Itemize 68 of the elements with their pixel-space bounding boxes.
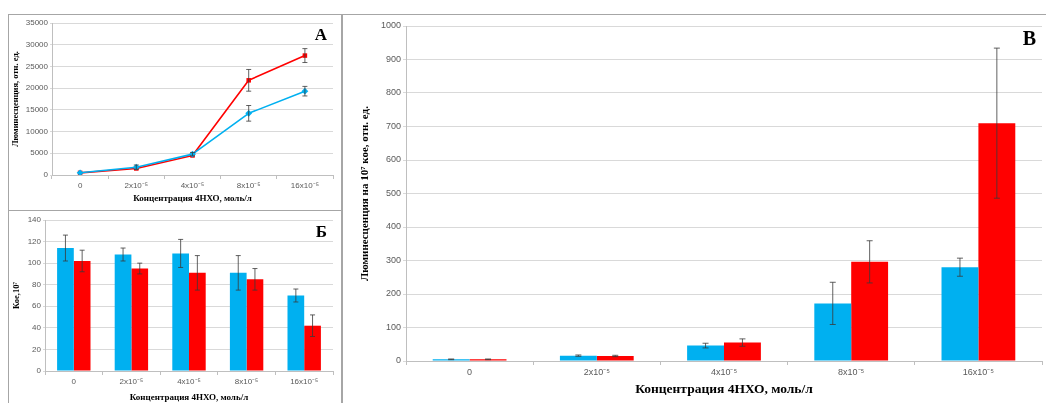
- y-tick-label: 30000: [25, 39, 49, 49]
- y-tick-label: 15000: [25, 105, 49, 115]
- y-tick-label: 120: [27, 236, 42, 246]
- bar: [596, 355, 634, 361]
- x-axis-title: Концентрация 4НХО, моль/л: [635, 381, 814, 397]
- x-tick-label: 8x10⁻⁵: [838, 366, 865, 377]
- bar: [114, 254, 132, 371]
- bar: [724, 342, 761, 361]
- x-tick-label: 8x10⁻⁵: [234, 377, 259, 386]
- y-tick-label: 100: [385, 321, 401, 332]
- x-axis-title: Концентрация 4НХО, моль/л: [129, 392, 249, 403]
- y-tick-label: 0: [395, 355, 401, 366]
- bar: [73, 260, 91, 371]
- x-tick-label: 16x10⁻⁵: [962, 366, 995, 377]
- bar: [559, 355, 597, 361]
- y-axis-title: Кое,10⁷: [11, 281, 22, 309]
- y-tick-label: 700: [385, 120, 401, 131]
- bar: [229, 272, 247, 371]
- x-tick-label: 16x10⁻⁵: [290, 377, 319, 386]
- x-tick-label: 2x10⁻⁵: [583, 366, 611, 377]
- y-tick-label: 35000: [25, 18, 49, 28]
- y-tick-label: 1000: [380, 20, 401, 31]
- x-tick-label: 0: [467, 366, 473, 377]
- bar: [246, 279, 264, 371]
- y-tick-label: 80: [32, 279, 42, 289]
- bar: [131, 268, 149, 371]
- x-tick-label: 4x10⁻⁵: [177, 377, 201, 386]
- y-tick-label: 25000: [25, 61, 49, 71]
- bar: [687, 345, 724, 361]
- y-tick-label: 5000: [30, 148, 49, 158]
- y-tick-label: 10000: [25, 126, 49, 136]
- x-tick-label: 0: [77, 181, 83, 190]
- y-tick-label: 20: [32, 344, 42, 354]
- chart-title: В: [1022, 27, 1036, 50]
- x-tick-label: 4x10⁻⁵: [180, 181, 205, 190]
- x-tick-label: 2x10⁻⁵: [124, 181, 149, 190]
- bar: [57, 248, 74, 371]
- bar: [814, 303, 852, 361]
- y-axis-title: Люминесценция, отн. ед.: [10, 51, 21, 147]
- bar: [189, 272, 206, 371]
- bar: [978, 123, 1016, 361]
- y-tick-label: 300: [385, 254, 401, 265]
- bar: [851, 261, 889, 361]
- x-axis-title: Концентрация 4НХО, моль/л: [133, 193, 252, 204]
- y-tick-label: 0: [43, 170, 49, 180]
- y-tick-label: 500: [385, 187, 401, 198]
- y-tick-label: 800: [385, 87, 401, 98]
- y-tick-label: 40: [32, 323, 42, 333]
- x-tick-label: 8x10⁻⁵: [236, 181, 261, 190]
- y-tick-label: 60: [32, 301, 42, 311]
- y-tick-label: 100: [27, 258, 42, 268]
- x-tick-label: 0: [71, 377, 77, 386]
- y-axis-title: Люминесценция на 10⁷ кое, отн. ед.: [357, 105, 370, 281]
- y-tick-label: 20000: [25, 83, 49, 93]
- bar: [941, 267, 979, 361]
- bar: [172, 253, 189, 371]
- y-tick-label: 900: [385, 53, 401, 64]
- chart-title: А: [314, 24, 328, 44]
- x-tick-label: 16x10⁻⁵: [290, 181, 319, 190]
- x-tick-label: 2x10⁻⁵: [119, 377, 144, 386]
- y-tick-label: 600: [385, 154, 401, 165]
- y-tick-label: 400: [385, 221, 401, 232]
- x-tick-label: 4x10⁻⁵: [710, 366, 738, 377]
- y-tick-label: 200: [385, 288, 401, 299]
- y-tick-label: 140: [27, 215, 42, 225]
- bar: [287, 295, 305, 371]
- bar: [304, 325, 321, 371]
- chart-title: Б: [315, 221, 327, 241]
